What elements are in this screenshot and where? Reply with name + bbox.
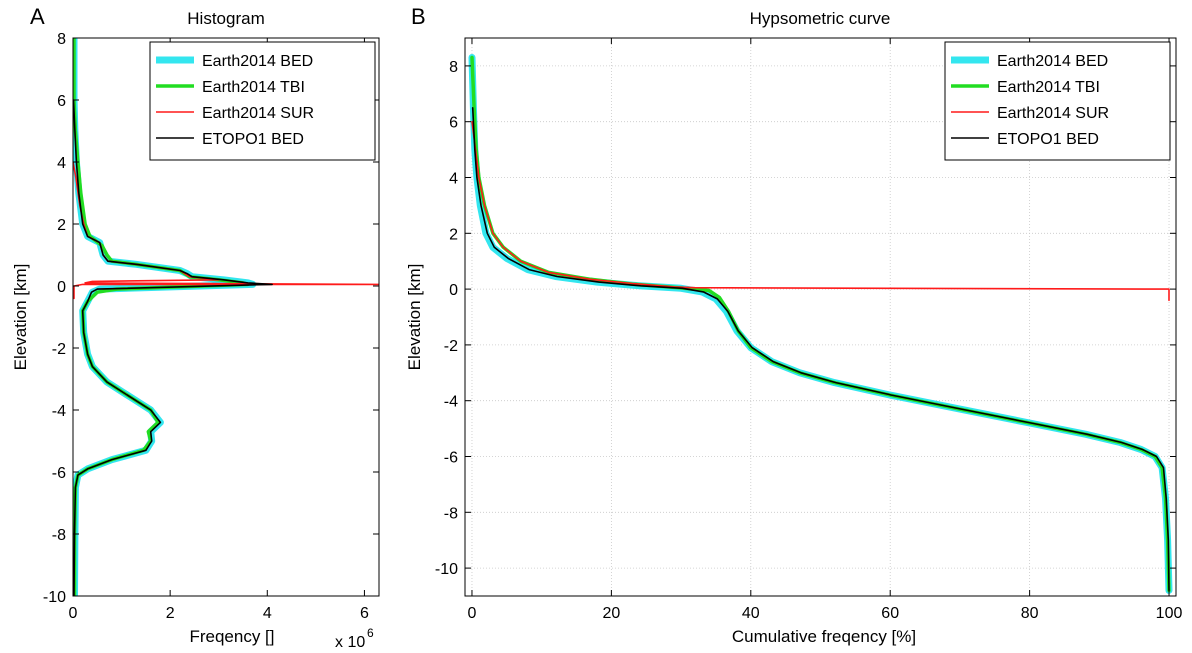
hypsometric-ytick-label: 2 bbox=[449, 226, 458, 243]
hypsometric-panel: B Hypsometric curve 0 20 40 60 80 100-10-8-6-… bbox=[405, 4, 1182, 646]
hypsometric-axes-frame bbox=[464, 37, 1177, 597]
histogram-ytick-label: 4 bbox=[57, 155, 66, 172]
histogram-ylabel: Elevation [km] bbox=[11, 264, 30, 371]
histogram-ytick-label: -8 bbox=[52, 527, 66, 544]
histogram-legend-label-etopo1-bed: ETOPO1 BED bbox=[202, 131, 304, 148]
histogram-ytick-label: 8 bbox=[57, 31, 66, 48]
hypsometric-ytick-label: -10 bbox=[435, 561, 458, 578]
histogram-ytick-label: 2 bbox=[57, 217, 66, 234]
histogram-xtick-label: 6 bbox=[360, 605, 369, 622]
hypsometric-ytick-label: 0 bbox=[449, 282, 458, 299]
hypsometric-xtick-label: 100 bbox=[1156, 605, 1183, 622]
hypsometric-xlabel: Cumulative freqency [%] bbox=[732, 627, 916, 646]
hypsometric-ytick-label: -6 bbox=[444, 450, 458, 467]
panel-a-letter: A bbox=[30, 4, 45, 29]
histogram-xtick-label: 2 bbox=[166, 605, 175, 622]
x-multiplier-exponent: 6 bbox=[367, 626, 374, 640]
hypsometric-ytick-label: 8 bbox=[449, 59, 458, 76]
hypsometric-series-etopo1-bed bbox=[471, 107, 1170, 592]
histogram-legend-label-earth2014-sur: Earth2014 SUR bbox=[202, 105, 314, 122]
histogram-ytick-label: -6 bbox=[52, 465, 66, 482]
hypsometric-ytick-label: -4 bbox=[444, 394, 458, 411]
histogram-series bbox=[73, 38, 379, 596]
hypsometric-legend-label-earth2014-sur: Earth2014 SUR bbox=[997, 105, 1109, 122]
panel-b-letter: B bbox=[411, 4, 426, 29]
histogram-ytick-label: 0 bbox=[57, 279, 66, 296]
hypsometric-legend-label-earth2014-bed: Earth2014 BED bbox=[997, 53, 1108, 70]
histogram-ytick-label: -2 bbox=[52, 341, 66, 358]
histogram-xlabel: Freqency [] bbox=[189, 627, 274, 646]
hypsometric-legend: Earth2014 BED Earth2014 TBI Earth2014 SUR E… bbox=[944, 41, 1171, 161]
hypsometric-ylabel: Elevation [km] bbox=[405, 264, 424, 371]
hypsometric-ticks: 0 20 40 60 80 100 -10 -8 -6 -4 -2 0 2 4 6 8 bbox=[435, 38, 1183, 622]
hypsometric-xtick-label: 40 bbox=[742, 605, 760, 622]
histogram-legend: Earth2014 BED Earth2014 TBI Earth2014 SUR E… bbox=[149, 41, 376, 161]
hypsometric-xtick-label: 0 bbox=[468, 605, 477, 622]
hypsometric-legend-label-etopo1-bed: ETOPO1 BED bbox=[997, 131, 1099, 148]
hypsometric-ytick-label: -2 bbox=[444, 338, 458, 355]
histogram-ytick-label: -4 bbox=[52, 403, 66, 420]
hypsometric-series-earth2014-sur bbox=[471, 120, 1170, 302]
histogram-x-multiplier: x 10 6 bbox=[335, 626, 374, 651]
hypsometric-xtick-label: 80 bbox=[1021, 605, 1039, 622]
histogram-panel: A Histogram 0 2 4 6 -10 -8 -6 -4 -2 0 2 4 6 8 Freqenc… bbox=[11, 4, 380, 651]
hypsometric-xtick-label: 60 bbox=[881, 605, 899, 622]
hypsometric-ytick-label: -8 bbox=[444, 505, 458, 522]
hypsometric-legend-label-earth2014-tbi: Earth2014 TBI bbox=[997, 79, 1100, 96]
hypsometric-title: Hypsometric curve bbox=[750, 9, 891, 28]
histogram-xtick-label: 0 bbox=[69, 605, 78, 622]
x-multiplier-base: x 10 bbox=[335, 634, 365, 651]
hypsometric-series bbox=[468, 54, 1173, 594]
histogram-xtick-label: 4 bbox=[263, 605, 272, 622]
hypsometric-xtick-label: 20 bbox=[602, 605, 620, 622]
histogram-ytick-label: 6 bbox=[57, 93, 66, 110]
hypsometric-ytick-label: 6 bbox=[449, 115, 458, 132]
histogram-legend-label-earth2014-bed: Earth2014 BED bbox=[202, 53, 313, 70]
histogram-legend-label-earth2014-tbi: Earth2014 TBI bbox=[202, 79, 305, 96]
histogram-title: Histogram bbox=[187, 9, 264, 28]
histogram-series-etopo1-bed bbox=[73, 99, 273, 596]
hypsometric-ytick-label: 4 bbox=[449, 171, 458, 188]
histogram-ytick-label: -10 bbox=[43, 589, 66, 606]
histogram-axes-frame bbox=[72, 37, 380, 597]
histogram-ticks: 0 2 4 6 -10 -8 -6 -4 -2 0 2 4 6 8 bbox=[43, 31, 379, 622]
